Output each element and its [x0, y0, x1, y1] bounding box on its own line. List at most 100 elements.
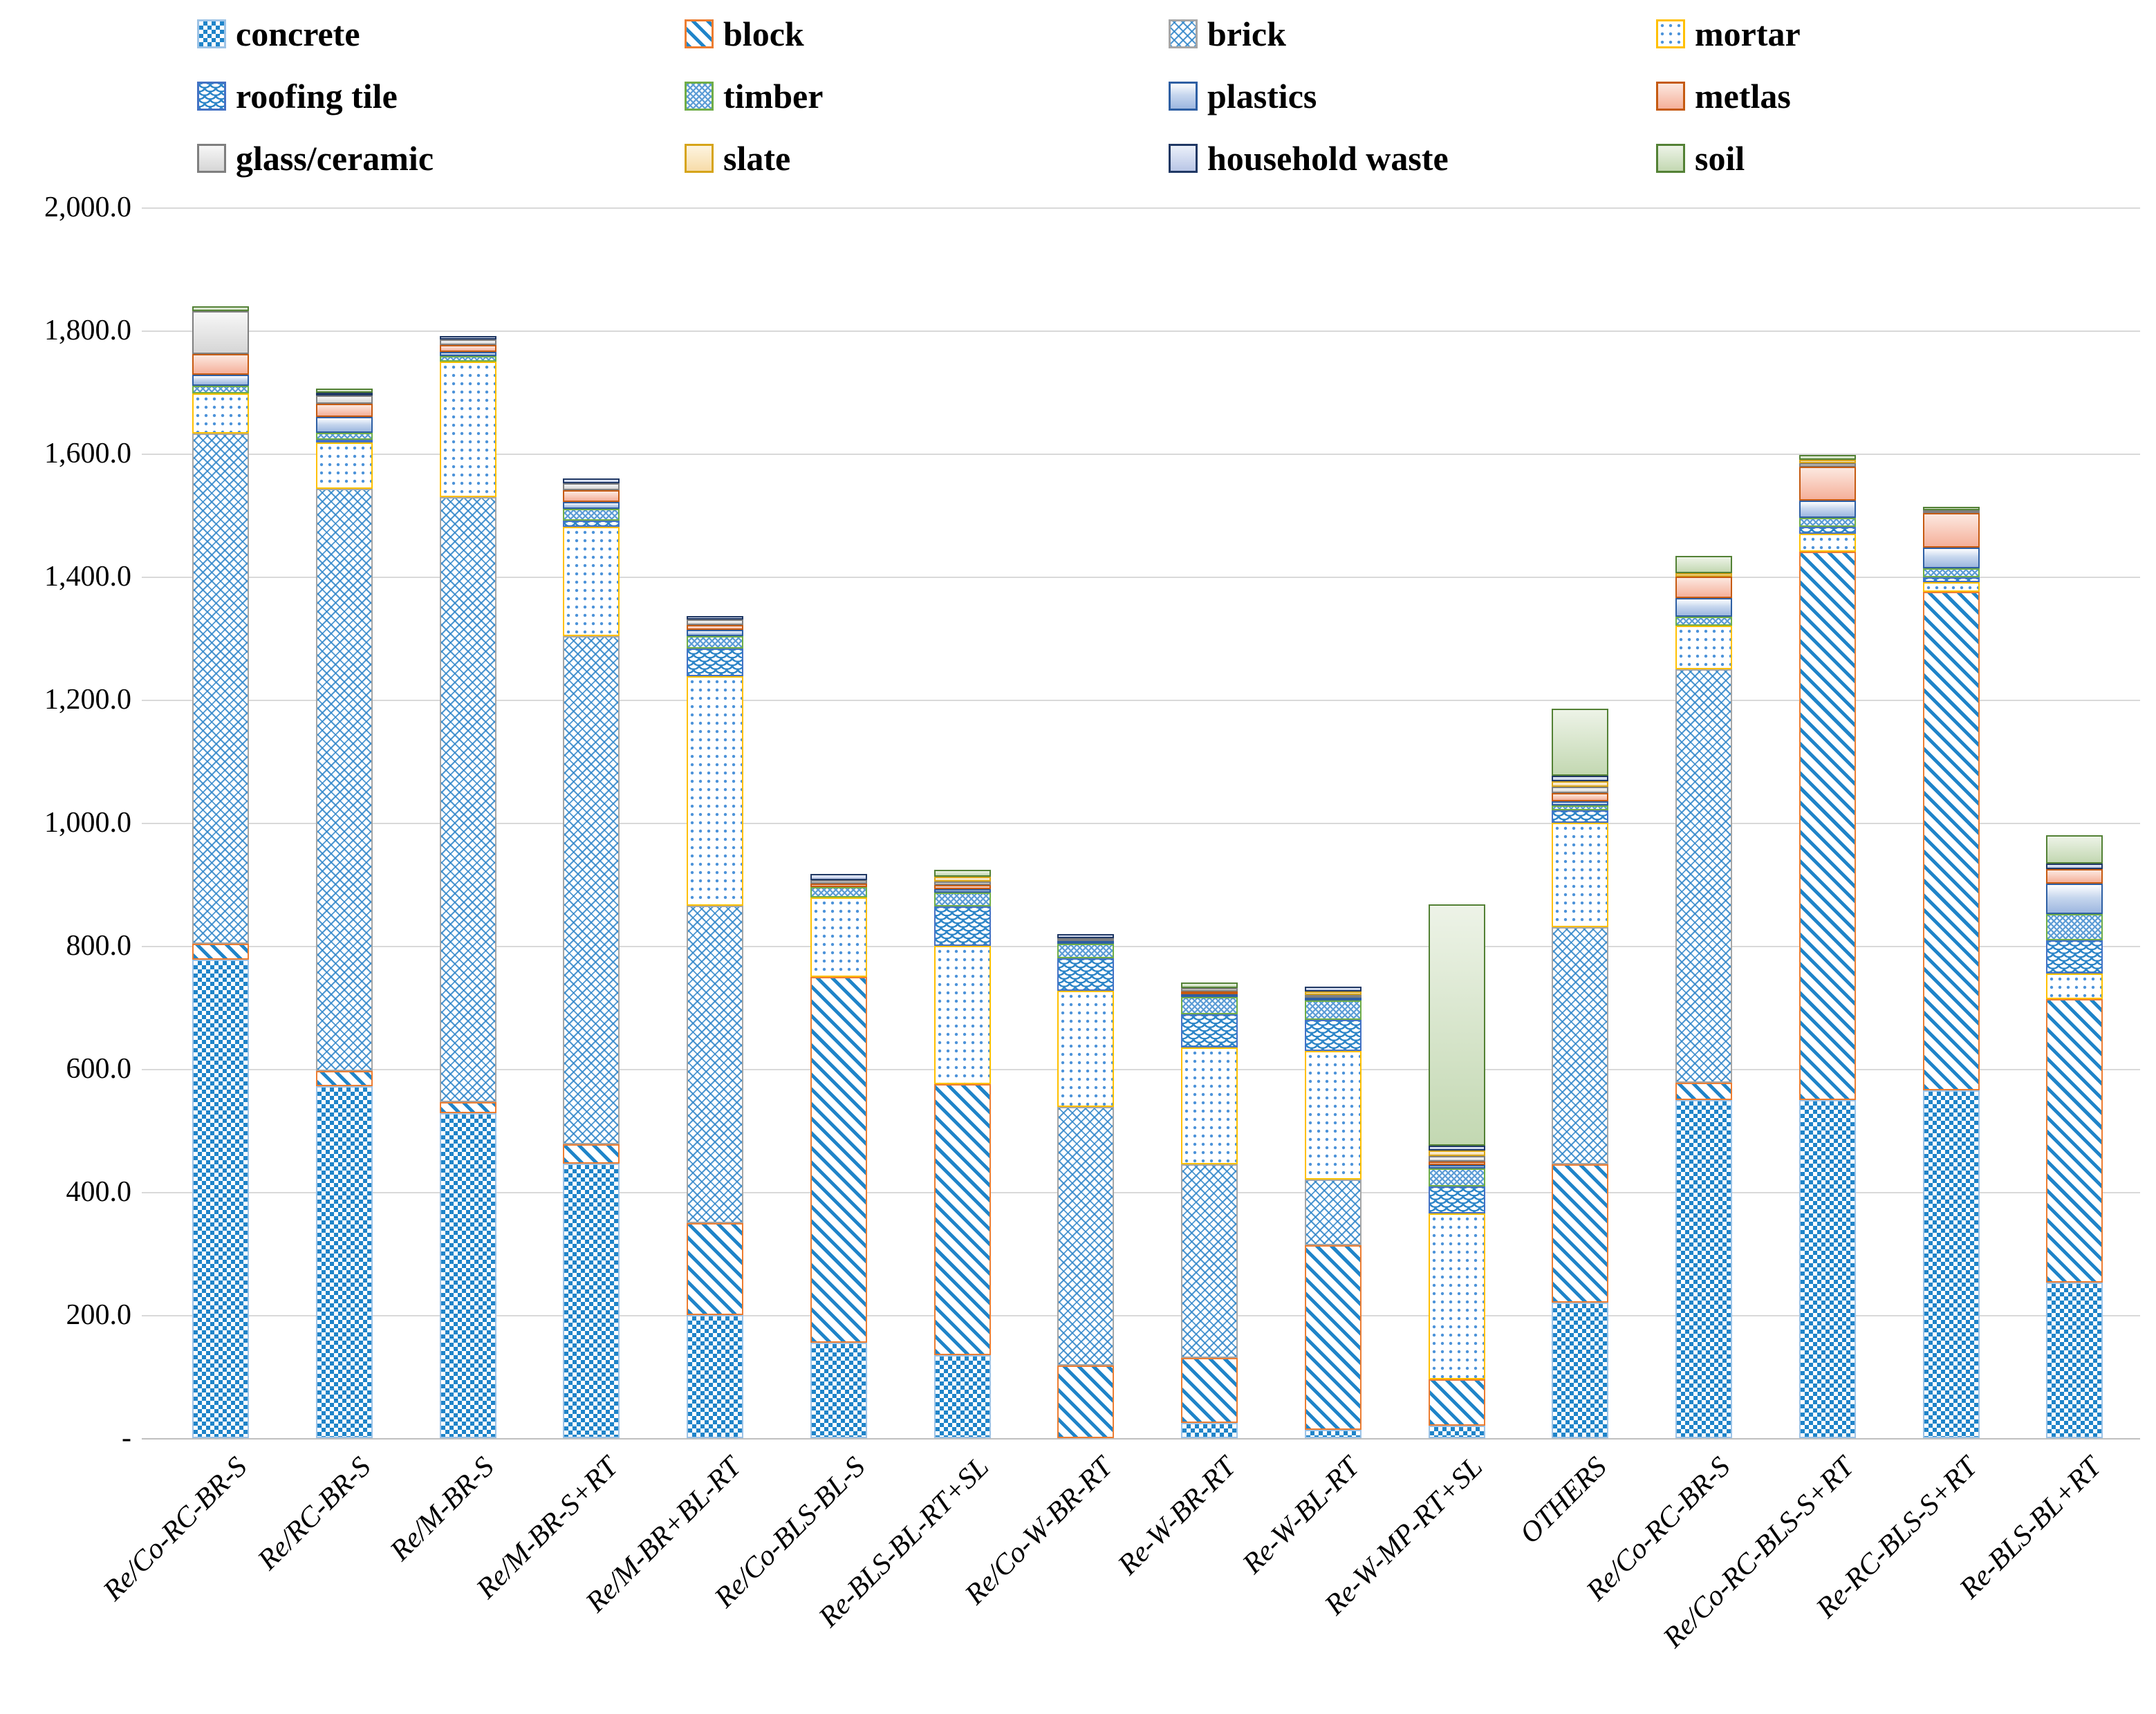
stacked-bar-Re/RC-BR-S[interactable] [315, 388, 373, 1438]
segment-metlas [1922, 513, 1980, 548]
segment-plastics [687, 630, 743, 637]
segment-plastics [1799, 500, 1856, 518]
y-tick-label: - [122, 1422, 131, 1454]
segment-mortar [1675, 626, 1732, 669]
segment-timber [192, 386, 249, 393]
segment-mortar [687, 676, 743, 906]
segment-slate [1304, 991, 1362, 995]
stacked-bar-Re/Co-BLS-BL-S[interactable] [810, 873, 867, 1438]
chart-legend: concrete block brick mortar roofing tile timb… [0, 0, 2156, 194]
legend-item-timber[interactable]: timber [685, 76, 823, 116]
segment-timber [1552, 805, 1609, 811]
gridline-1400 [142, 577, 2140, 578]
stacked-bar-Re-W-BR-RT[interactable] [1181, 982, 1238, 1438]
segment-mortar [439, 361, 496, 498]
y-tick-label: 1,800.0 [44, 315, 131, 346]
segment-metlas [1181, 991, 1238, 994]
segment-concrete [1304, 1429, 1362, 1438]
segment-metlas [1675, 577, 1732, 599]
segment-metlas [439, 344, 496, 353]
segment-brick [687, 906, 743, 1223]
segment-rooftile [1799, 526, 1856, 534]
stacked-bar-Re-W-BL-RT[interactable] [1304, 987, 1362, 1438]
stacked-bar-Re/M-BR-S+RT[interactable] [563, 478, 620, 1438]
legend-item-brick[interactable]: brick [1169, 14, 1286, 54]
stacked-bar-Re/Co-RC-BLS-S+RT[interactable] [1799, 454, 1856, 1438]
stacked-bar-Re/M-BR-S[interactable] [439, 336, 496, 1438]
segment-metlas [563, 490, 620, 503]
segment-household [687, 616, 743, 620]
segment-brick [1552, 927, 1609, 1164]
stacked-bar-OTHERS[interactable] [1552, 708, 1609, 1438]
soil-swatch-icon [1656, 144, 1685, 173]
segment-timber [1057, 944, 1115, 958]
segment-concrete [933, 1354, 991, 1438]
gridline-1800 [142, 330, 2140, 332]
segment-glass [1428, 1156, 1485, 1162]
legend-label: brick [1207, 15, 1286, 53]
segment-mortar [810, 897, 867, 977]
stacked-bar-Re-RC-BLS-S+RT[interactable] [1922, 507, 1980, 1438]
stacked-bar-Re/Co-RC-BR-S[interactable] [1675, 555, 1732, 1438]
segment-block [1304, 1245, 1362, 1430]
legend-item-glass[interactable]: glass/ceramic [197, 138, 434, 178]
segment-plastics [1428, 1164, 1485, 1169]
segment-plastics [563, 502, 620, 510]
segment-block [1552, 1164, 1609, 1303]
legend-item-rooftile[interactable]: roofing tile [197, 76, 398, 116]
stacked-bar-Re-BLS-BL+RT[interactable] [2046, 835, 2103, 1438]
segment-soil [192, 306, 249, 311]
segment-mortar [1922, 582, 1980, 593]
y-tick-label: 2,000.0 [44, 192, 131, 223]
legend-item-concrete[interactable]: concrete [197, 14, 360, 54]
segment-concrete [1552, 1303, 1609, 1438]
segment-glass [1922, 510, 1980, 514]
legend-label: concrete [236, 15, 360, 53]
legend-item-metlas[interactable]: metlas [1656, 76, 1791, 116]
y-tick-label: 1,400.0 [44, 561, 131, 593]
y-tick-label: 1,200.0 [44, 684, 131, 716]
segment-brick [315, 488, 373, 1071]
y-tick-label: 1,000.0 [44, 807, 131, 839]
segment-rooftile [2046, 940, 2103, 974]
segment-household [810, 873, 867, 880]
segment-slate [1799, 459, 1856, 464]
legend-item-slate[interactable]: slate [685, 138, 790, 178]
legend-item-household[interactable]: household waste [1169, 138, 1449, 178]
segment-mortar [1304, 1051, 1362, 1180]
segment-plastics [1181, 994, 1238, 997]
segment-rooftile [315, 439, 373, 443]
stacked-bar-Re/Co-W-BR-RT[interactable] [1057, 933, 1115, 1438]
stacked-bar-Re-W-MP-RT+SL[interactable] [1428, 904, 1485, 1438]
segment-plastics [1922, 548, 1980, 569]
segment-soil [2046, 835, 2103, 864]
segment-soil [315, 388, 373, 393]
segment-slate [1428, 1150, 1485, 1157]
segment-concrete [810, 1343, 867, 1438]
stacked-bar-Re/M-BR+BL-RT[interactable] [687, 616, 743, 1438]
brick-swatch-icon [1169, 19, 1198, 48]
legend-label: timber [723, 77, 824, 115]
segment-glass [315, 395, 373, 404]
segment-block [192, 944, 249, 960]
segment-soil [1552, 708, 1609, 776]
legend-item-plastics[interactable]: plastics [1169, 76, 1317, 116]
legend-item-block[interactable]: block [685, 14, 804, 54]
legend-item-mortar[interactable]: mortar [1656, 14, 1801, 54]
segment-concrete [439, 1113, 496, 1438]
segment-metlas [315, 404, 373, 418]
segment-mortar [1181, 1047, 1238, 1164]
segment-soil [1428, 904, 1485, 1146]
segment-rooftile [563, 521, 620, 527]
segment-household [1552, 776, 1609, 781]
block-swatch-icon [685, 19, 714, 48]
segment-timber [563, 509, 620, 521]
segment-mortar [315, 442, 373, 489]
segment-brick [563, 636, 620, 1144]
legend-item-soil[interactable]: soil [1656, 138, 1745, 178]
x-category-label: Re/RC-BR-S [252, 1451, 377, 1576]
slate-swatch-icon [685, 144, 714, 173]
stacked-bar-Re/Co-RC-BR-S[interactable] [192, 306, 249, 1438]
stacked-bar-Re-BLS-BL-RT+SL[interactable] [933, 869, 991, 1438]
